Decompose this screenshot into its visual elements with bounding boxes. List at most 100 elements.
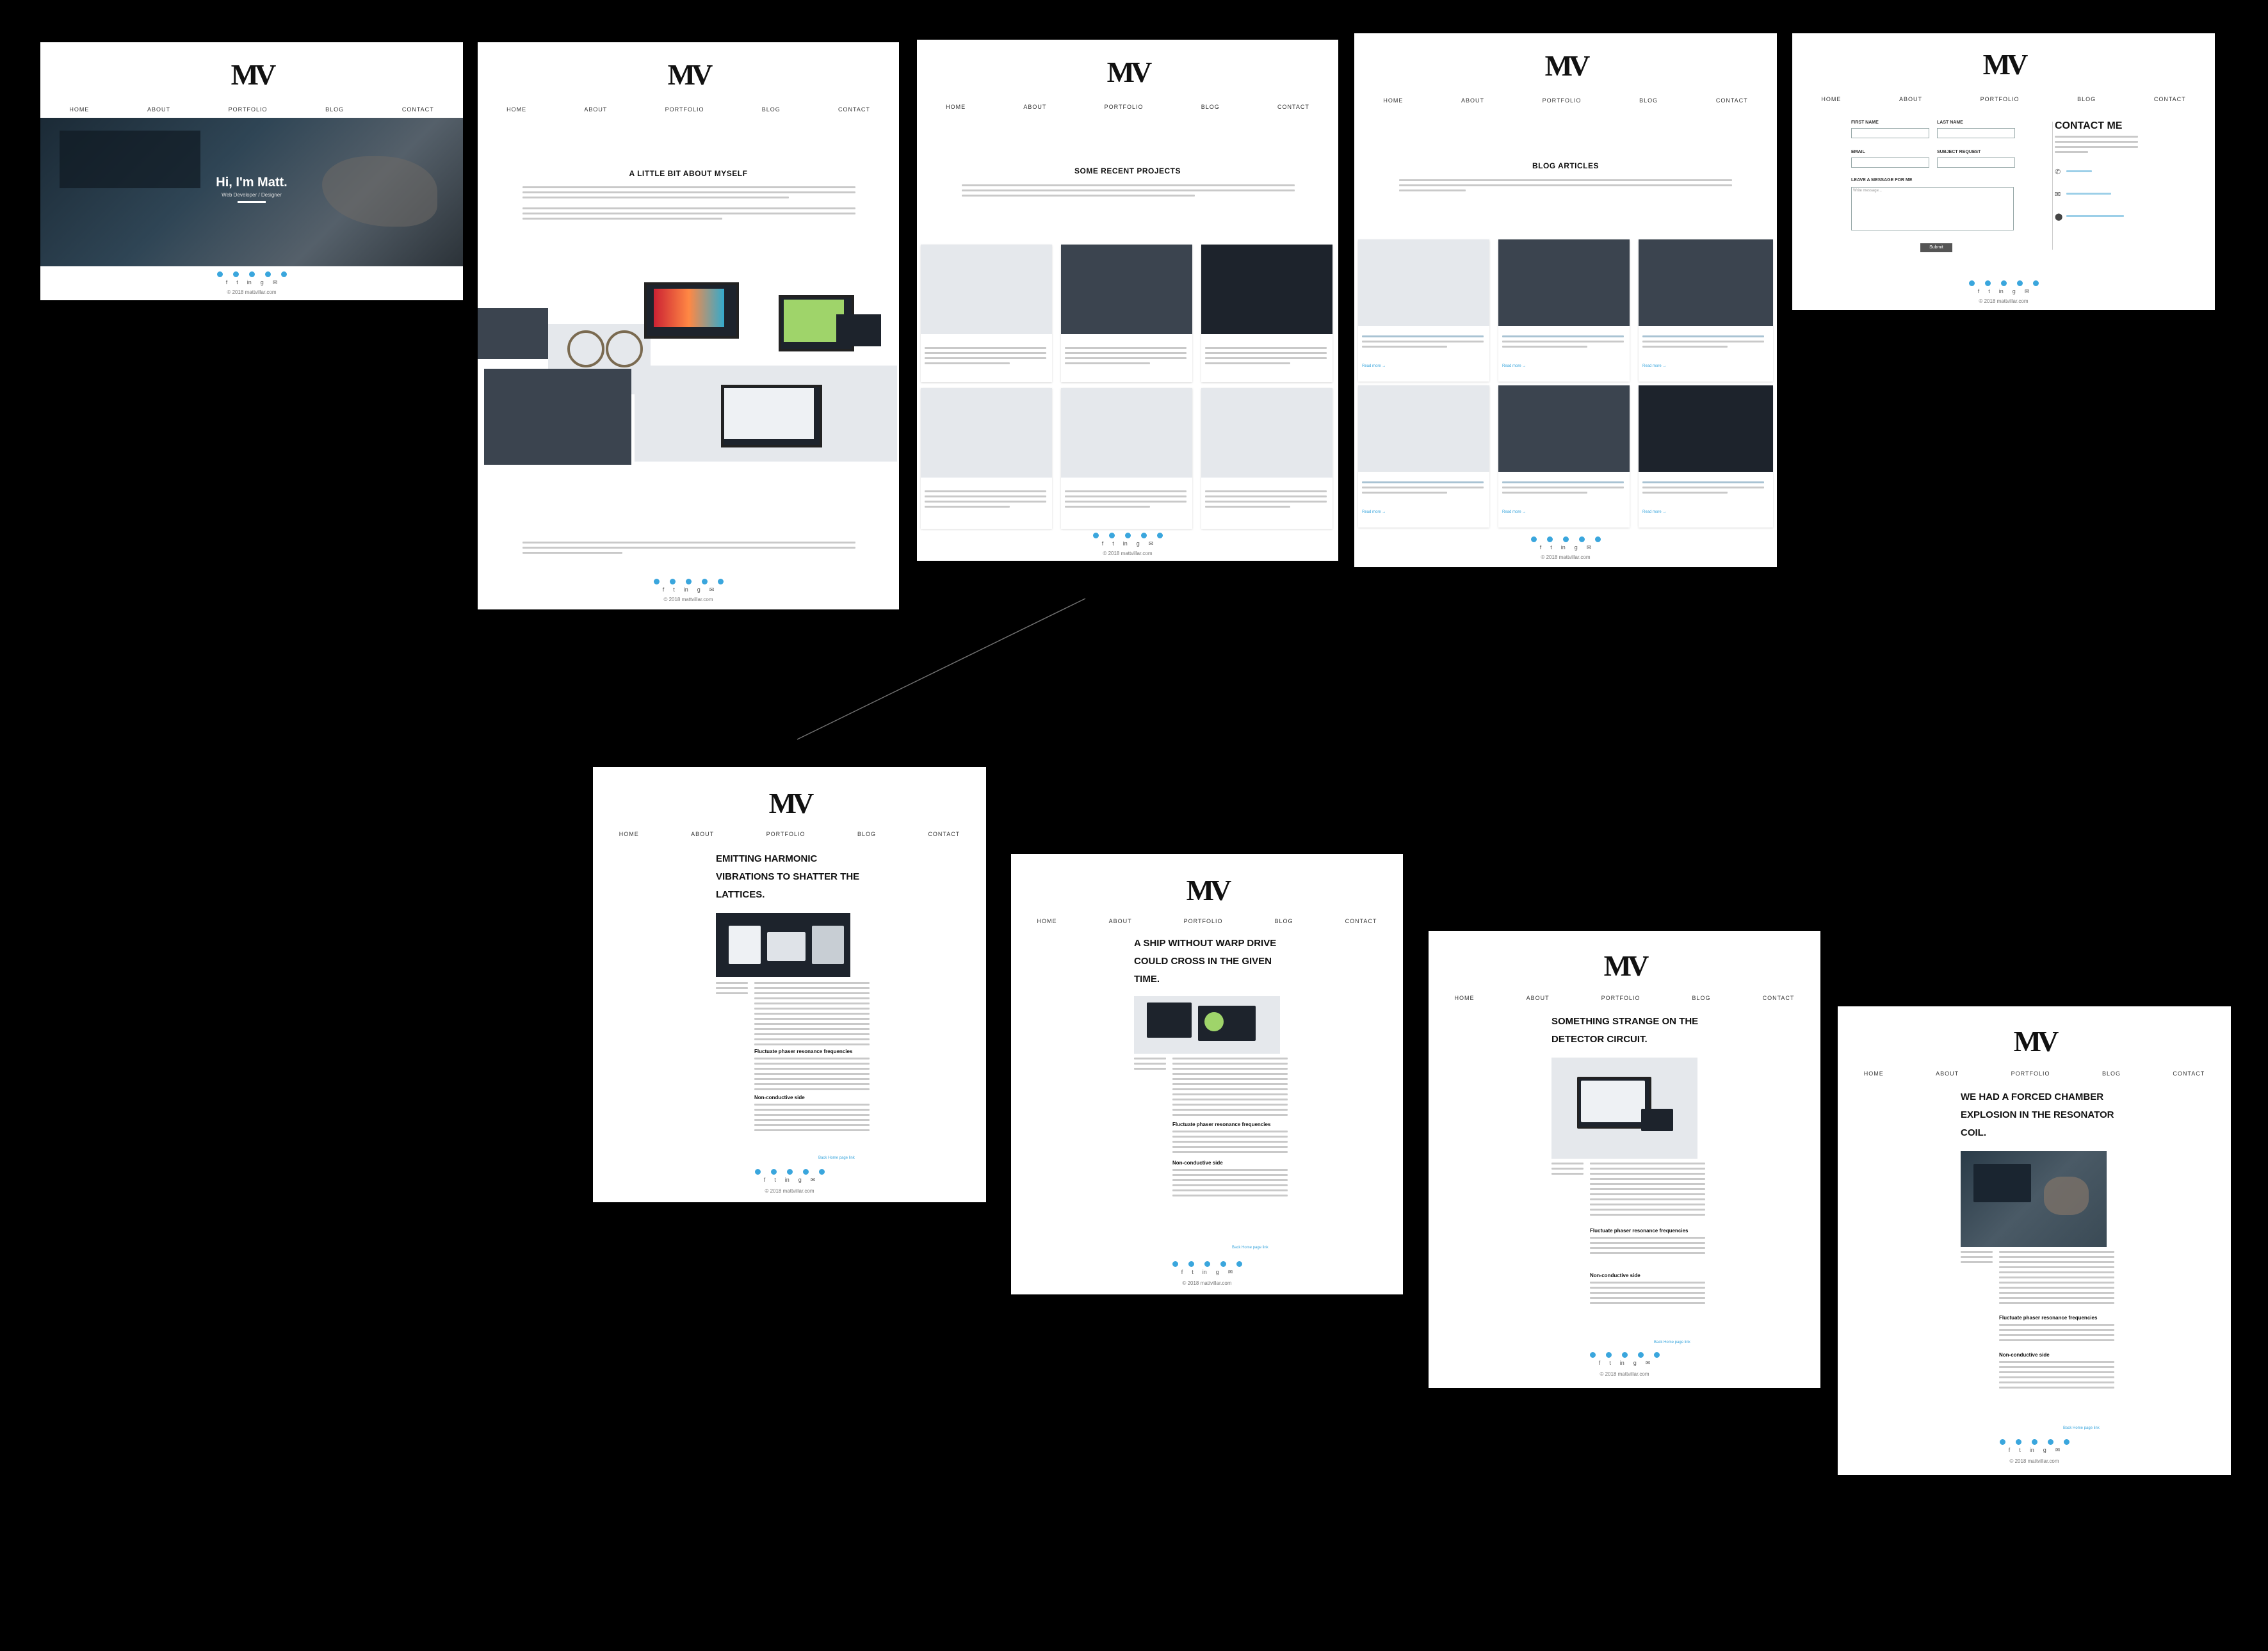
twitter-icon[interactable] [1188,1261,1194,1267]
blog-card[interactable]: Read more → [1639,239,1773,382]
nav-contact[interactable]: CONTACT [2173,1070,2205,1077]
linkedin-icon[interactable] [248,271,255,277]
linkedin-icon[interactable] [1621,1352,1628,1358]
nav-about[interactable]: ABOUT [147,106,170,113]
github-icon[interactable] [1220,1261,1226,1267]
linkedin-icon[interactable] [1204,1261,1210,1267]
nav-home[interactable]: HOME [946,104,966,110]
nav-portfolio[interactable]: PORTFOLIO [665,106,704,113]
nav-portfolio[interactable]: PORTFOLIO [1601,995,1640,1001]
site-logo[interactable]: MV [231,58,277,91]
nav-portfolio[interactable]: PORTFOLIO [228,106,268,113]
github-icon[interactable] [2047,1439,2053,1445]
nav-portfolio[interactable]: PORTFOLIO [1542,97,1582,104]
nav-portfolio[interactable]: PORTFOLIO [1104,104,1144,110]
post-back-link[interactable]: Back Home page link [1654,1341,1690,1344]
facebook-icon[interactable] [1999,1439,2005,1445]
facebook-icon[interactable] [1172,1261,1178,1267]
nav-about[interactable]: ABOUT [1461,97,1484,104]
github-icon[interactable] [1637,1352,1644,1358]
nav-home[interactable]: HOME [1821,96,1842,102]
site-logo[interactable]: MV [1603,949,1649,982]
github-icon[interactable] [1140,533,1147,538]
site-logo[interactable]: MV [1186,874,1232,906]
twitter-icon[interactable] [1984,280,1991,286]
nav-home[interactable]: HOME [1037,918,1057,924]
facebook-icon[interactable] [1589,1352,1596,1358]
nav-portfolio[interactable]: PORTFOLIO [1980,96,2020,102]
nav-blog[interactable]: BLOG [761,106,781,113]
post-back-link[interactable]: Back Home page link [818,1156,855,1160]
twitter-icon[interactable] [2015,1439,2021,1445]
nav-home[interactable]: HOME [69,106,90,113]
nav-blog[interactable]: BLOG [1201,104,1220,110]
email-field[interactable] [1851,157,1929,168]
post-back-link[interactable]: Back Home page link [1232,1246,1268,1250]
linkedin-icon[interactable] [1562,536,1569,542]
linkedin-icon[interactable] [1124,533,1131,538]
nav-contact[interactable]: CONTACT [928,831,960,837]
nav-blog[interactable]: BLOG [325,106,344,113]
email-icon[interactable] [818,1169,825,1175]
nav-contact[interactable]: CONTACT [838,106,870,113]
site-logo[interactable]: MV [667,58,713,91]
nav-contact[interactable]: CONTACT [1762,995,1795,1001]
email-icon[interactable] [717,579,724,584]
site-logo[interactable]: MV [768,787,814,819]
linkedin-icon[interactable] [2000,280,2007,286]
nav-blog[interactable]: BLOG [2102,1070,2121,1077]
blog-card[interactable]: Read more → [1358,239,1489,382]
facebook-icon[interactable] [1968,280,1975,286]
project-card[interactable] [1201,245,1332,382]
message-textarea[interactable]: Write message... [1851,187,2014,230]
project-card[interactable] [921,245,1052,382]
nav-about[interactable]: ABOUT [1899,96,1922,102]
nav-contact[interactable]: CONTACT [2153,96,2186,102]
nav-contact[interactable]: CONTACT [401,106,434,113]
nav-home[interactable]: HOME [1863,1070,1884,1077]
nav-portfolio[interactable]: PORTFOLIO [766,831,806,837]
project-card[interactable] [1061,245,1192,382]
twitter-icon[interactable] [1605,1352,1612,1358]
facebook-icon[interactable] [653,579,660,584]
email-icon[interactable] [1594,536,1601,542]
site-logo[interactable]: MV [2013,1025,2059,1058]
twitter-icon[interactable] [669,579,676,584]
blog-card[interactable]: Read more → [1639,385,1773,528]
nav-about[interactable]: ABOUT [1108,918,1132,924]
email-icon[interactable] [1156,533,1163,538]
github-icon[interactable] [1578,536,1585,542]
post-back-link[interactable]: Back Home page link [2063,1426,2100,1430]
email-icon[interactable] [1236,1261,1242,1267]
nav-blog[interactable]: BLOG [2077,96,2096,102]
nav-home[interactable]: HOME [619,831,639,837]
nav-about[interactable]: ABOUT [1526,995,1550,1001]
nav-home[interactable]: HOME [506,106,527,113]
github-icon[interactable] [2016,280,2023,286]
twitter-icon[interactable] [1108,533,1115,538]
twitter-icon[interactable] [232,271,239,277]
nav-about[interactable]: ABOUT [1023,104,1047,110]
linkedin-icon[interactable] [786,1169,793,1175]
blog-card[interactable]: Read more → [1498,385,1630,528]
email-icon[interactable] [1653,1352,1660,1358]
project-card[interactable] [1061,388,1192,529]
facebook-icon[interactable] [1092,533,1099,538]
site-logo[interactable]: MV [1544,49,1591,82]
nav-home[interactable]: HOME [1383,97,1404,104]
site-logo[interactable]: MV [1982,48,2029,81]
site-logo[interactable]: MV [1106,56,1153,88]
nav-blog[interactable]: BLOG [857,831,876,837]
nav-about[interactable]: ABOUT [691,831,715,837]
nav-contact[interactable]: CONTACT [1715,97,1748,104]
email-icon[interactable] [2063,1439,2070,1445]
nav-blog[interactable]: BLOG [1639,97,1658,104]
nav-home[interactable]: HOME [1454,995,1475,1001]
facebook-icon[interactable] [754,1169,761,1175]
subject-field[interactable] [1937,157,2015,168]
submit-button[interactable]: Submit [1920,243,1952,252]
facebook-icon[interactable] [1530,536,1537,542]
nav-portfolio[interactable]: PORTFOLIO [2011,1070,2050,1077]
nav-blog[interactable]: BLOG [1274,918,1293,924]
blog-card[interactable]: Read more → [1498,239,1630,382]
